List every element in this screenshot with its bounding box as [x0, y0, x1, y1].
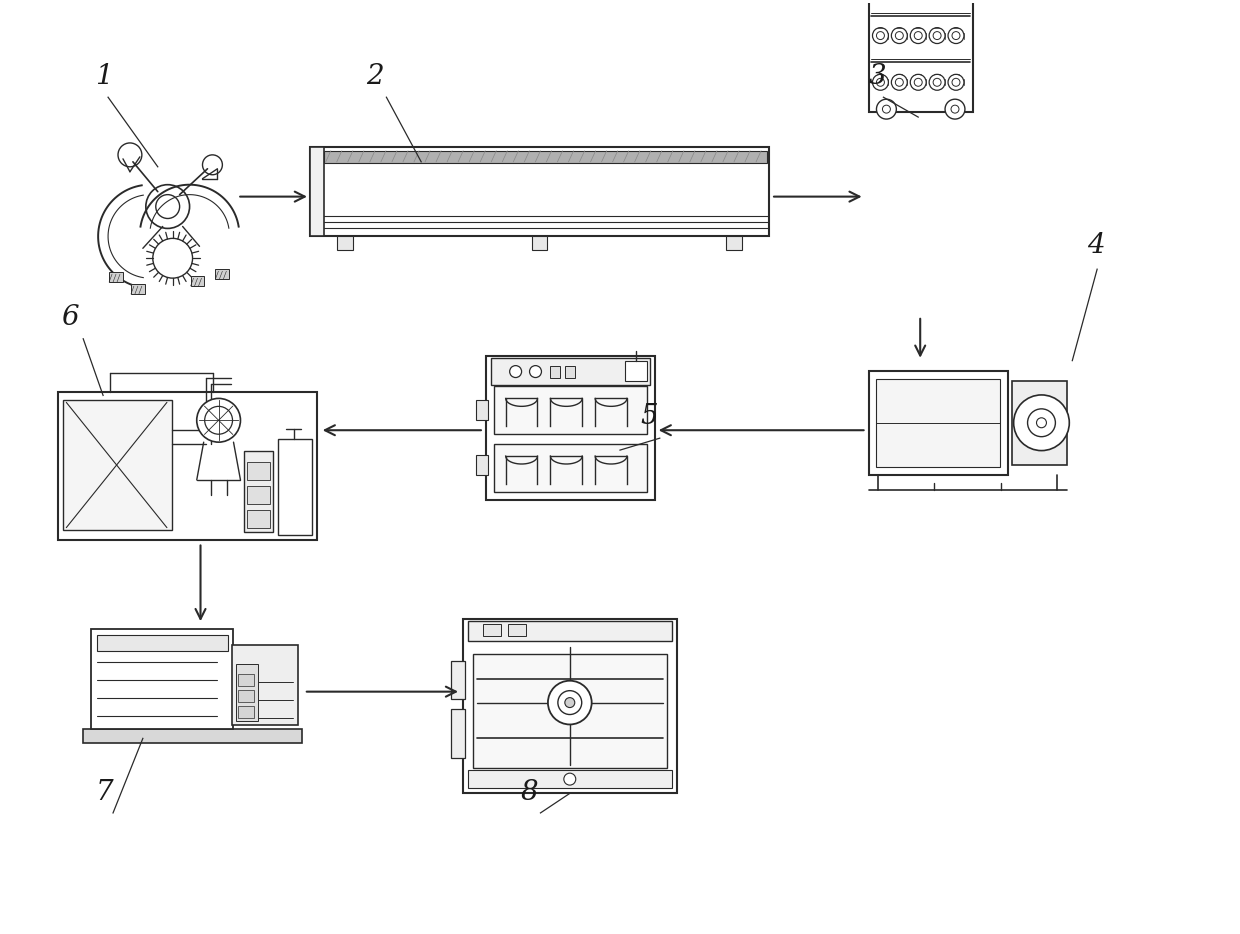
Bar	[58, 392, 316, 540]
Bar	[727, 236, 743, 250]
Circle shape	[949, 28, 963, 44]
Circle shape	[945, 99, 965, 119]
Circle shape	[564, 773, 575, 785]
Circle shape	[153, 238, 192, 278]
Text: 6: 6	[61, 304, 79, 331]
Bar	[625, 361, 647, 380]
Bar	[551, 365, 560, 377]
Circle shape	[877, 78, 884, 86]
Bar	[482, 624, 501, 636]
Bar	[507, 624, 526, 636]
Circle shape	[146, 185, 190, 229]
Bar	[532, 236, 547, 250]
Circle shape	[1028, 409, 1055, 437]
Circle shape	[949, 75, 963, 91]
Circle shape	[910, 28, 926, 44]
Text: 7: 7	[95, 779, 113, 806]
Circle shape	[895, 78, 903, 86]
Bar	[244, 451, 273, 531]
Bar	[238, 689, 254, 701]
Circle shape	[156, 194, 180, 219]
Circle shape	[558, 690, 582, 715]
Bar	[451, 709, 465, 758]
Bar	[476, 455, 487, 475]
Text: 2: 2	[367, 64, 384, 91]
Bar	[92, 629, 233, 729]
Circle shape	[529, 365, 542, 377]
Circle shape	[197, 399, 241, 442]
Bar	[451, 661, 465, 699]
Bar	[97, 635, 228, 651]
Circle shape	[118, 143, 141, 167]
Circle shape	[873, 75, 888, 91]
Circle shape	[1037, 417, 1047, 428]
Bar	[868, 371, 1008, 475]
Bar	[310, 147, 769, 236]
Circle shape	[892, 75, 908, 91]
Bar	[467, 621, 672, 641]
Bar	[191, 276, 205, 286]
Bar	[324, 151, 768, 163]
Bar	[868, 0, 973, 112]
Text: 4: 4	[1087, 233, 1105, 260]
Circle shape	[934, 78, 941, 86]
Bar	[494, 445, 647, 492]
Bar	[337, 236, 352, 250]
Bar	[232, 645, 298, 726]
Circle shape	[565, 698, 575, 708]
Circle shape	[877, 32, 884, 39]
Bar	[472, 654, 667, 768]
Bar	[1012, 380, 1068, 465]
Bar	[216, 269, 229, 279]
Text: 1: 1	[95, 64, 113, 91]
Circle shape	[202, 155, 222, 175]
Bar	[109, 272, 123, 282]
Circle shape	[1013, 395, 1069, 450]
Bar	[463, 619, 677, 793]
Bar	[494, 387, 647, 434]
Circle shape	[952, 78, 960, 86]
Circle shape	[877, 99, 897, 119]
Circle shape	[952, 32, 960, 39]
Circle shape	[205, 406, 233, 434]
Bar	[310, 147, 324, 236]
Circle shape	[548, 681, 591, 725]
Bar	[63, 401, 172, 530]
Circle shape	[895, 32, 903, 39]
Circle shape	[951, 106, 959, 113]
Bar	[238, 705, 254, 717]
Bar	[131, 284, 145, 294]
Bar	[278, 439, 311, 534]
Bar	[247, 510, 270, 528]
Bar	[83, 729, 301, 743]
Circle shape	[934, 32, 941, 39]
Text: 5: 5	[640, 403, 657, 431]
Circle shape	[929, 28, 945, 44]
Text: 3: 3	[868, 64, 887, 91]
Bar	[476, 401, 487, 420]
Circle shape	[510, 365, 522, 377]
Bar	[565, 365, 575, 377]
Bar	[238, 673, 254, 686]
Bar	[467, 771, 672, 788]
Circle shape	[910, 75, 926, 91]
Circle shape	[873, 28, 888, 44]
Bar	[877, 378, 999, 467]
Bar	[247, 462, 270, 480]
Circle shape	[929, 75, 945, 91]
Text: 8: 8	[521, 779, 538, 806]
Circle shape	[914, 32, 923, 39]
Bar	[486, 356, 655, 500]
Circle shape	[883, 106, 890, 113]
Bar	[491, 358, 650, 386]
Circle shape	[914, 78, 923, 86]
Bar	[237, 664, 258, 721]
Bar	[247, 486, 270, 503]
Circle shape	[892, 28, 908, 44]
